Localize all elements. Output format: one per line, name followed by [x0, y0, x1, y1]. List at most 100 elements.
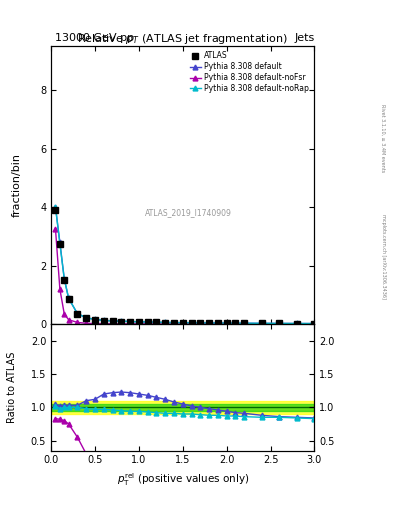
- Pythia 8.308 default-noFsr: [180, 321, 185, 327]
- Pythia 8.308 default-noFsr: [233, 321, 238, 327]
- Pythia 8.308 default-noRap: [233, 320, 238, 326]
- Pythia 8.308 default-noRap: [57, 241, 62, 247]
- Pythia 8.308 default-noRap: [66, 295, 71, 302]
- Pythia 8.308 default-noFsr: [57, 286, 62, 292]
- ATLAS: [75, 311, 80, 317]
- Text: Jets: Jets: [294, 33, 314, 44]
- Pythia 8.308 default-noRap: [277, 321, 282, 327]
- Pythia 8.308 default: [110, 318, 115, 324]
- Pythia 8.308 default: [172, 319, 176, 326]
- Legend: ATLAS, Pythia 8.308 default, Pythia 8.308 default-noFsr, Pythia 8.308 default-no: ATLAS, Pythia 8.308 default, Pythia 8.30…: [188, 50, 310, 95]
- Pythia 8.308 default-noFsr: [189, 321, 194, 327]
- Pythia 8.308 default: [180, 319, 185, 326]
- ATLAS: [224, 320, 229, 326]
- X-axis label: $p_{\rm T}^{\rm rel}$ (positive values only): $p_{\rm T}^{\rm rel}$ (positive values o…: [117, 471, 249, 488]
- ATLAS: [119, 318, 124, 325]
- Line: Pythia 8.308 default-noFsr: Pythia 8.308 default-noFsr: [53, 227, 317, 327]
- Pythia 8.308 default-noFsr: [312, 321, 317, 327]
- ATLAS: [215, 320, 220, 326]
- Pythia 8.308 default-noRap: [189, 319, 194, 326]
- Pythia 8.308 default: [207, 320, 211, 326]
- Pythia 8.308 default-noFsr: [294, 321, 299, 327]
- Pythia 8.308 default: [233, 320, 238, 326]
- Pythia 8.308 default: [75, 311, 80, 317]
- Pythia 8.308 default-noRap: [53, 204, 58, 210]
- Pythia 8.308 default: [154, 319, 159, 325]
- Pythia 8.308 default-noFsr: [207, 321, 211, 327]
- Pythia 8.308 default: [145, 319, 150, 325]
- Pythia 8.308 default: [242, 320, 246, 326]
- ATLAS: [57, 241, 62, 247]
- Pythia 8.308 default-noRap: [101, 317, 106, 324]
- ATLAS: [189, 320, 194, 326]
- Pythia 8.308 default-noFsr: [128, 321, 132, 327]
- Pythia 8.308 default: [57, 239, 62, 245]
- ATLAS: [136, 319, 141, 325]
- Pythia 8.308 default-noFsr: [277, 321, 282, 327]
- Pythia 8.308 default-noRap: [154, 319, 159, 325]
- Pythia 8.308 default-noFsr: [154, 321, 159, 327]
- ATLAS: [312, 321, 317, 327]
- ATLAS: [163, 319, 167, 326]
- Pythia 8.308 default-noFsr: [215, 321, 220, 327]
- Pythia 8.308 default-noRap: [259, 320, 264, 326]
- ATLAS: [53, 207, 58, 213]
- Pythia 8.308 default-noFsr: [101, 321, 106, 327]
- Pythia 8.308 default-noFsr: [93, 321, 97, 327]
- Pythia 8.308 default-noFsr: [62, 311, 67, 317]
- Line: ATLAS: ATLAS: [53, 207, 317, 326]
- Pythia 8.308 default-noFsr: [66, 317, 71, 323]
- Line: Pythia 8.308 default-noRap: Pythia 8.308 default-noRap: [53, 205, 317, 326]
- Pythia 8.308 default-noRap: [119, 318, 124, 324]
- Pythia 8.308 default-noRap: [172, 319, 176, 326]
- Pythia 8.308 default: [119, 318, 124, 324]
- Pythia 8.308 default-noFsr: [172, 321, 176, 327]
- ATLAS: [93, 317, 97, 323]
- ATLAS: [172, 319, 176, 326]
- Pythia 8.308 default: [294, 321, 299, 327]
- ATLAS: [198, 320, 203, 326]
- Pythia 8.308 default-noFsr: [53, 226, 58, 232]
- ATLAS: [62, 277, 67, 283]
- Bar: [51, 404, 314, 411]
- Text: mcplots.cern.ch [arXiv:1306.3436]: mcplots.cern.ch [arXiv:1306.3436]: [381, 214, 386, 298]
- Pythia 8.308 default-noRap: [110, 318, 115, 324]
- ATLAS: [180, 319, 185, 326]
- Y-axis label: Ratio to ATLAS: Ratio to ATLAS: [7, 352, 17, 423]
- Pythia 8.308 default: [312, 321, 317, 327]
- Pythia 8.308 default-noRap: [242, 320, 246, 326]
- Pythia 8.308 default-noFsr: [110, 321, 115, 327]
- Bar: [51, 401, 314, 414]
- Pythia 8.308 default: [84, 315, 88, 321]
- Pythia 8.308 default-noFsr: [75, 319, 80, 326]
- Pythia 8.308 default-noRap: [207, 320, 211, 326]
- ATLAS: [66, 296, 71, 303]
- Pythia 8.308 default-noRap: [180, 319, 185, 326]
- Pythia 8.308 default: [189, 319, 194, 326]
- Text: ATLAS_2019_I1740909: ATLAS_2019_I1740909: [145, 208, 231, 218]
- Pythia 8.308 default-noFsr: [145, 321, 150, 327]
- Pythia 8.308 default: [277, 321, 282, 327]
- Pythia 8.308 default-noRap: [224, 320, 229, 326]
- ATLAS: [233, 320, 238, 326]
- ATLAS: [207, 320, 211, 326]
- Pythia 8.308 default-noRap: [215, 320, 220, 326]
- ATLAS: [145, 319, 150, 325]
- Pythia 8.308 default-noFsr: [242, 321, 246, 327]
- ATLAS: [294, 321, 299, 327]
- ATLAS: [154, 319, 159, 326]
- Pythia 8.308 default-noFsr: [119, 321, 124, 327]
- Pythia 8.308 default: [198, 320, 203, 326]
- Pythia 8.308 default-noFsr: [84, 320, 88, 326]
- Pythia 8.308 default: [53, 204, 58, 210]
- Text: 13000 GeV pp: 13000 GeV pp: [55, 33, 134, 44]
- Pythia 8.308 default-noRap: [145, 319, 150, 325]
- ATLAS: [101, 317, 106, 324]
- Pythia 8.308 default-noRap: [136, 319, 141, 325]
- Pythia 8.308 default: [101, 317, 106, 324]
- Text: Rivet 3.1.10, ≥ 3.4M events: Rivet 3.1.10, ≥ 3.4M events: [381, 104, 386, 173]
- Pythia 8.308 default-noRap: [312, 321, 317, 327]
- Pythia 8.308 default: [259, 320, 264, 326]
- ATLAS: [242, 320, 246, 326]
- Pythia 8.308 default: [215, 320, 220, 326]
